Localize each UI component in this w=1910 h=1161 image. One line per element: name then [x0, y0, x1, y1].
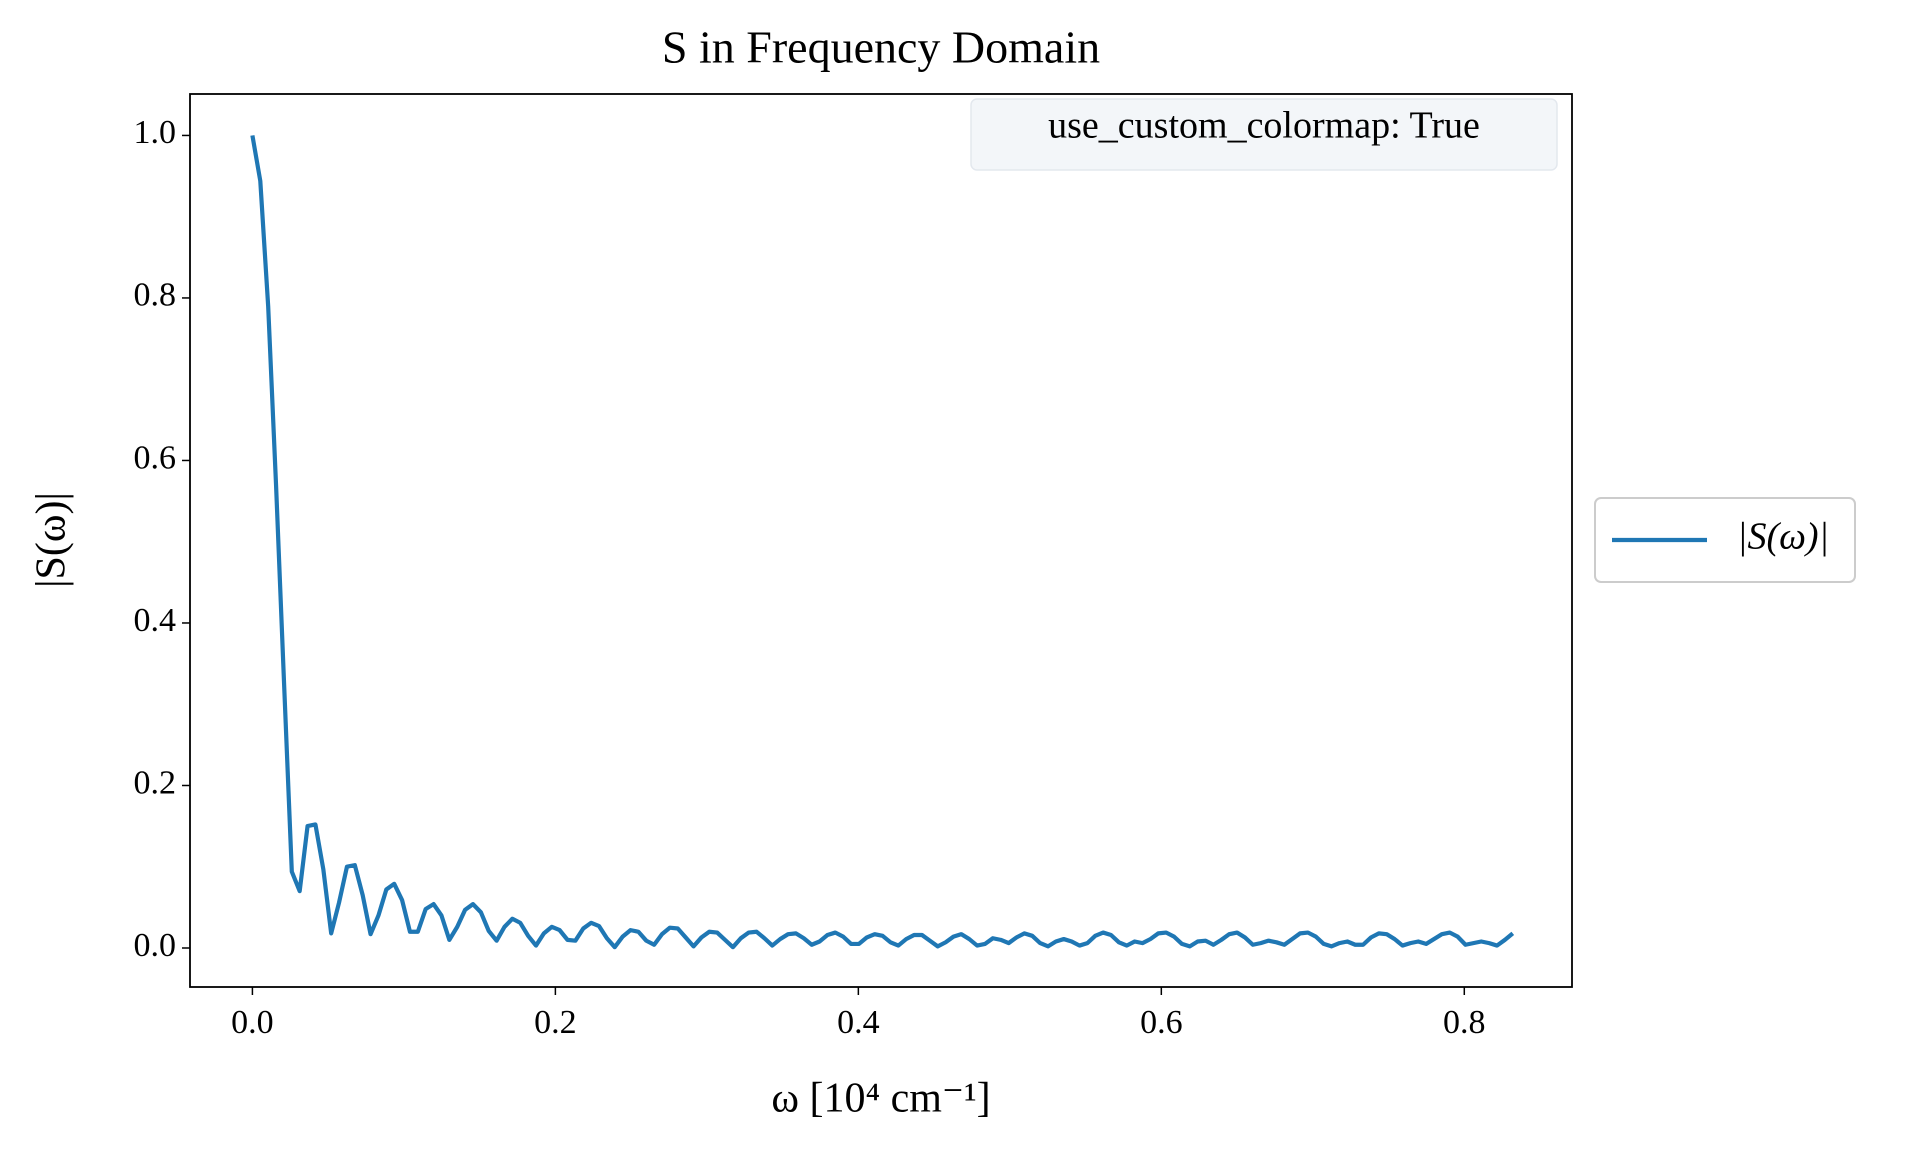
annotation: use_custom_colormap: True	[1048, 105, 1480, 147]
chart-title: S in Frequency Domain	[662, 22, 1100, 73]
x-tick-label: 0.6	[1140, 1004, 1183, 1041]
y-tick-label: 0.4	[134, 602, 177, 639]
y-tick-label: 0.8	[134, 277, 177, 314]
legend-box	[1594, 497, 1856, 583]
y-tick-label: 1.0	[134, 114, 177, 151]
y-tick-label: 0.0	[134, 927, 177, 964]
y-tick-label: 0.2	[134, 764, 177, 801]
x-tick-label: 0.8	[1443, 1004, 1486, 1041]
x-axis-label: ω [10⁴ cm⁻¹]	[771, 1076, 990, 1122]
data-line	[250, 135, 1515, 950]
x-tick-label: 0.2	[534, 1004, 577, 1041]
plot-frame	[189, 93, 1573, 988]
legend-label: |S(ω)|	[1737, 516, 1829, 558]
annotation-box	[970, 98, 1558, 171]
y-tick-label: 0.6	[134, 439, 177, 476]
x-tick-label: 0.0	[231, 1004, 274, 1041]
x-tick-label: 0.4	[837, 1004, 880, 1041]
y-axis-label: |S(ω)|	[29, 492, 75, 588]
